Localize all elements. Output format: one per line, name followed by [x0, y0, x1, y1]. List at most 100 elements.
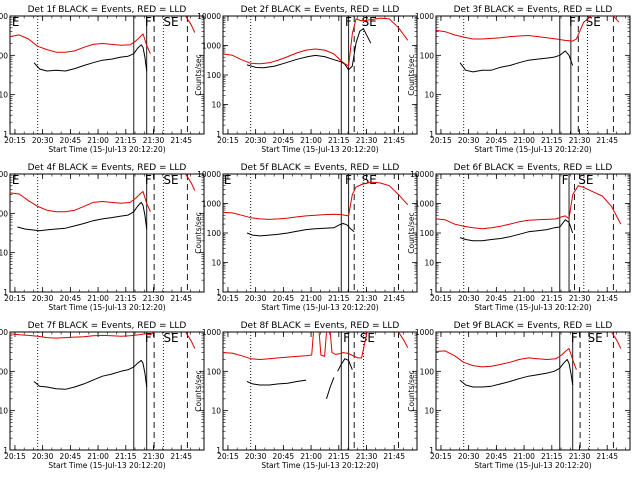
y-tick-label: 1000 [415, 200, 434, 209]
x-axis-label: Start Time (15-Jul-13 20:12:20) [474, 303, 591, 312]
x-axis-label: Start Time (15-Jul-13 20:12:20) [474, 461, 591, 470]
x-tick-label: 21:15 [115, 294, 137, 303]
x-tick-label: 21:45 [170, 452, 192, 461]
series-line-lld [436, 348, 577, 370]
x-tick-label: 21:15 [541, 452, 563, 461]
y-tick-label: 1 [3, 288, 8, 297]
x-tick-label: 20:30 [458, 136, 480, 145]
x-tick-label: 20:30 [32, 452, 54, 461]
plot-frame [9, 331, 205, 451]
flag-label: F [145, 331, 152, 345]
x-tick-label: 20:30 [245, 136, 267, 145]
x-tick-label: 21:30 [356, 136, 378, 145]
y-tick-label: 1000 [202, 42, 221, 51]
panel-6: Det 6f BLACK = Events, RED = LLD 1 10 100 10… [407, 163, 631, 312]
x-tick-label: 21:30 [143, 136, 165, 145]
x-tick-label: 21:00 [300, 294, 322, 303]
flag-label: E [224, 173, 232, 187]
x-tick-label: 21:00 [87, 294, 109, 303]
panel-title: Det 6f BLACK = Events, RED = LLD [454, 163, 613, 173]
series-group [436, 332, 622, 388]
series-line-lld [185, 174, 196, 191]
series-line-lld [329, 332, 368, 359]
x-tick-label: 21:15 [541, 294, 563, 303]
series-group [10, 174, 196, 232]
series-group [10, 332, 196, 390]
x-tick-label: 20:45 [60, 452, 82, 461]
series-line-events [459, 50, 574, 73]
panel-title: Det 9f BLACK = Events, RED = LLD [454, 321, 613, 331]
flag-label: SE [586, 15, 601, 29]
x-tick-label: 21:00 [300, 452, 322, 461]
flag-label: E [12, 15, 20, 29]
y-tick-label: 10 [211, 407, 221, 416]
x-tick-label: 21:00 [300, 136, 322, 145]
x-tick-label: 20:15 [4, 136, 26, 145]
x-tick-label: 20:45 [486, 452, 508, 461]
x-tick-label: 20:30 [458, 294, 480, 303]
y-tick-label: 1 [429, 446, 434, 455]
x-tick-label: 20:45 [273, 136, 295, 145]
x-tick-label: 21:00 [87, 452, 109, 461]
series-line-events [337, 358, 353, 372]
y-tick-label: 10 [424, 407, 434, 416]
flag-label: F [345, 15, 352, 29]
panel-title: Det 4f BLACK = Events, RED = LLD [28, 163, 187, 173]
y-tick-label: 10 [211, 259, 221, 268]
y-tick-label: 100 [207, 367, 222, 376]
series-line-lld [436, 185, 622, 230]
x-tick-label: 21:15 [328, 294, 350, 303]
y-tick-label: 100 [0, 367, 8, 376]
series-line-events [33, 359, 148, 390]
y-tick-label: 1 [216, 130, 221, 139]
flag-label: F [145, 173, 152, 187]
series-line-lld [613, 16, 620, 23]
y-axis-label: Counts/sec [407, 54, 416, 95]
series-group [223, 181, 409, 237]
x-tick-label: 20:30 [245, 452, 267, 461]
panel-title: Det 2f BLACK = Events, RED = LLD [241, 5, 400, 15]
y-tick-label: 1 [216, 446, 221, 455]
x-axis-label: Start Time (15-Jul-13 20:12:20) [474, 145, 591, 154]
y-tick-label: 10 [0, 407, 8, 416]
x-tick-label: 20:15 [430, 136, 452, 145]
x-tick-label: 20:15 [430, 452, 452, 461]
series-line-events [246, 223, 355, 237]
x-tick-label: 20:45 [273, 294, 295, 303]
flag-label: SE [163, 173, 178, 187]
y-tick-label: 1000 [0, 328, 8, 337]
panel-8: Det 8f BLACK = Events, RED = LLD 1 10 100 10… [194, 321, 418, 470]
series-line-events [33, 44, 148, 72]
series-line-lld [223, 332, 314, 360]
y-tick-label: 100 [420, 367, 435, 376]
x-tick-label: 20:45 [273, 452, 295, 461]
x-axis-label: Start Time (15-Jul-13 20:12:20) [48, 145, 165, 154]
series-line-lld [185, 16, 196, 33]
panel-title: Det 8f BLACK = Events, RED = LLD [241, 321, 400, 331]
x-tick-label: 21:00 [87, 136, 109, 145]
flag-label: SE [362, 15, 377, 29]
x-tick-label: 21:15 [115, 136, 137, 145]
x-tick-label: 21:45 [596, 136, 618, 145]
y-tick-label: 10 [0, 249, 8, 258]
series-line-events [459, 359, 574, 388]
flag-label: SE [578, 173, 593, 187]
series-line-events [326, 377, 335, 399]
x-tick-label: 21:15 [328, 452, 350, 461]
series-line-lld [223, 17, 409, 67]
plot-frame [435, 15, 631, 135]
flag-label: F [571, 331, 578, 345]
y-tick-label: 1000 [202, 328, 221, 337]
y-tick-label: 10 [424, 91, 434, 100]
y-tick-label: 100 [420, 51, 435, 60]
panel-title: Det 7f BLACK = Events, RED = LLD [28, 321, 187, 331]
x-tick-label: 20:30 [32, 294, 54, 303]
y-tick-label: 100 [207, 71, 222, 80]
y-tick-label: 100 [420, 229, 435, 238]
y-tick-label: 1 [429, 130, 434, 139]
series-line-lld [398, 332, 409, 348]
x-tick-label: 21:30 [143, 452, 165, 461]
panel-5: Det 5f BLACK = Events, RED = LLD 1 10 100 10… [194, 163, 418, 312]
series-line-events [17, 201, 148, 232]
x-tick-label: 21:45 [170, 136, 192, 145]
